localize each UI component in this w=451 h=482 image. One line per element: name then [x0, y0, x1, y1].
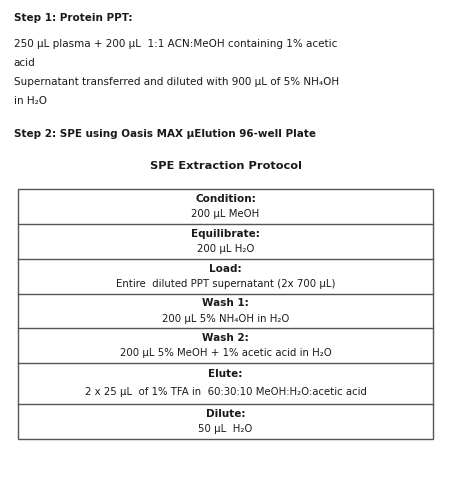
Text: 250 μL plasma + 200 μL  1:1 ACN:MeOH containing 1% acetic: 250 μL plasma + 200 μL 1:1 ACN:MeOH cont…: [14, 39, 337, 49]
Text: Wash 1:: Wash 1:: [202, 298, 249, 308]
Text: Equilibrate:: Equilibrate:: [191, 229, 260, 239]
Text: Wash 2:: Wash 2:: [202, 333, 249, 343]
Text: Condition:: Condition:: [195, 194, 256, 204]
Text: 2 x 25 μL  of 1% TFA in  60:30:10 MeOH:H₂O:acetic acid: 2 x 25 μL of 1% TFA in 60:30:10 MeOH:H₂O…: [85, 388, 366, 398]
Text: 200 μL 5% NH₄OH in H₂O: 200 μL 5% NH₄OH in H₂O: [162, 313, 289, 323]
Text: Entire  diluted PPT supernatant (2x 700 μL): Entire diluted PPT supernatant (2x 700 μ…: [116, 279, 335, 289]
Text: 200 μL MeOH: 200 μL MeOH: [191, 209, 260, 219]
Text: Supernatant transferred and diluted with 900 μL of 5% NH₄OH: Supernatant transferred and diluted with…: [14, 77, 339, 87]
Text: 200 μL 5% MeOH + 1% acetic acid in H₂O: 200 μL 5% MeOH + 1% acetic acid in H₂O: [120, 348, 331, 358]
Text: Load:: Load:: [209, 264, 242, 274]
Text: 50 μL  H₂O: 50 μL H₂O: [198, 424, 253, 434]
Text: in H₂O: in H₂O: [14, 96, 46, 107]
Text: 200 μL H₂O: 200 μL H₂O: [197, 244, 254, 254]
Text: Elute:: Elute:: [208, 369, 243, 379]
Text: acid: acid: [14, 58, 35, 68]
FancyBboxPatch shape: [18, 189, 433, 439]
Text: Step 2: SPE using Oasis MAX μElution 96-well Plate: Step 2: SPE using Oasis MAX μElution 96-…: [14, 129, 316, 139]
Text: SPE Extraction Protocol: SPE Extraction Protocol: [149, 161, 302, 172]
Text: Dilute:: Dilute:: [206, 409, 245, 419]
Text: Step 1: Protein PPT:: Step 1: Protein PPT:: [14, 13, 132, 24]
